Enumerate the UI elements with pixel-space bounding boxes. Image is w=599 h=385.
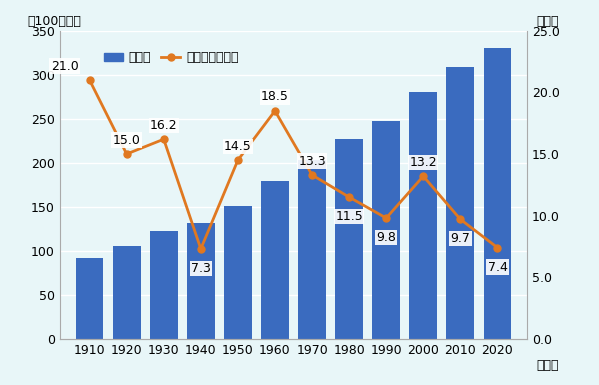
Text: 21.0: 21.0 <box>51 60 78 73</box>
Text: 9.7: 9.7 <box>450 232 470 245</box>
Text: 7.4: 7.4 <box>488 261 507 274</box>
Text: （年）: （年） <box>537 359 559 372</box>
Text: 13.2: 13.2 <box>410 156 437 169</box>
Text: 16.2: 16.2 <box>150 119 177 132</box>
Bar <box>187 223 214 339</box>
Text: 13.3: 13.3 <box>298 154 326 167</box>
Bar <box>298 160 326 339</box>
Text: 7.3: 7.3 <box>191 262 211 275</box>
Bar <box>113 246 141 339</box>
Bar <box>150 231 178 339</box>
Bar <box>261 181 289 339</box>
Bar <box>75 258 104 339</box>
Bar <box>335 139 363 339</box>
Bar <box>446 67 474 339</box>
Text: 9.8: 9.8 <box>376 231 396 244</box>
Text: 15.0: 15.0 <box>113 134 141 147</box>
Text: 11.5: 11.5 <box>335 210 363 223</box>
Bar <box>224 206 252 339</box>
Legend: 総人口, 増加率（右軸）: 総人口, 増加率（右軸） <box>99 46 244 69</box>
Text: （100万人）: （100万人） <box>27 15 81 28</box>
Bar <box>483 47 512 339</box>
Text: 18.5: 18.5 <box>261 90 289 104</box>
Bar <box>409 92 437 339</box>
Text: （％）: （％） <box>537 15 559 28</box>
Bar <box>373 121 400 339</box>
Text: 14.5: 14.5 <box>224 140 252 153</box>
